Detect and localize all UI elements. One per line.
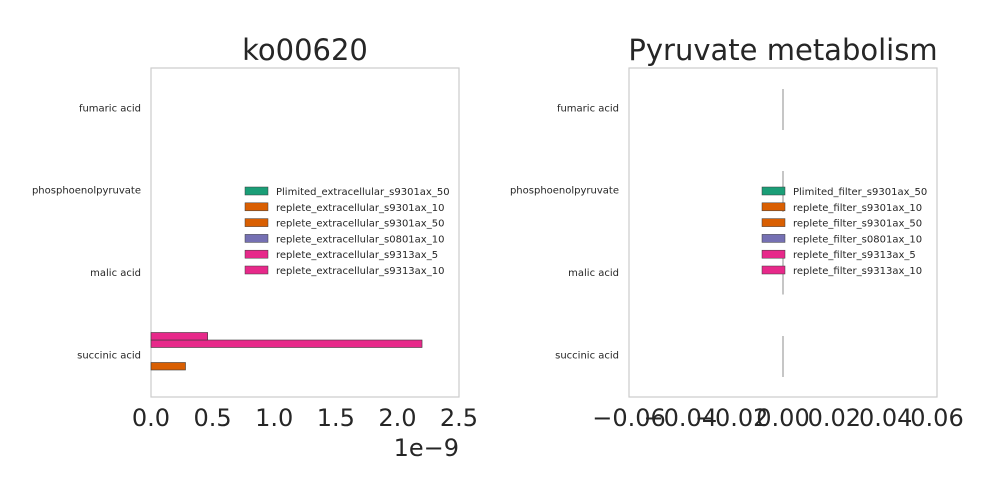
chart-left-frame	[150, 67, 460, 398]
x-tick-label: 2.5	[440, 404, 478, 432]
legend-label: Plimited_filter_s9301ax_50	[793, 187, 927, 198]
legend-swatch	[244, 202, 269, 212]
chart-left-title: ko00620	[242, 33, 368, 67]
legend-label: replete_extracellular_s9313ax_10	[276, 266, 444, 277]
x-tick-label: 0.00	[756, 404, 809, 432]
category-label: phosphoenolpyruvate	[510, 186, 619, 197]
legend-label: replete_filter_s9301ax_10	[793, 203, 922, 214]
x-tick-label: 0.06	[910, 404, 963, 432]
legend-swatch	[244, 265, 269, 275]
legend-swatch	[761, 265, 786, 275]
legend-label: replete_filter_s9313ax_10	[793, 266, 922, 277]
chart-left: ko00620 fumaric acid phosphoenolpyruvate m…	[32, 33, 478, 462]
legend-swatch	[761, 218, 786, 227]
category-label: phosphoenolpyruvate	[32, 186, 141, 197]
bar	[150, 339, 423, 348]
chart-right-title: Pyruvate metabolism	[628, 33, 937, 67]
x-tick-label: 0.04	[859, 404, 912, 432]
legend-label: replete_extracellular_s0801ax_10	[276, 234, 444, 245]
legend-swatch	[761, 186, 786, 196]
category-label: malic acid	[568, 268, 619, 279]
bar	[150, 332, 208, 341]
x-tick-label: −0.04	[644, 404, 718, 432]
legend-swatch	[761, 234, 786, 243]
x-tick-label: 1.5	[317, 404, 355, 432]
category-label: fumaric acid	[79, 104, 141, 115]
x-tick-label: −0.06	[592, 404, 666, 432]
category-label: malic acid	[90, 268, 141, 279]
x-tick-label: −0.02	[695, 404, 769, 432]
chart-left-offset-label: 1e−9	[394, 434, 459, 462]
x-tick-label: 0.0	[132, 404, 170, 432]
x-tick-label: 1.0	[255, 404, 293, 432]
legend-swatch	[761, 202, 786, 212]
x-tick-label: 0.5	[194, 404, 232, 432]
chart-right-frame	[628, 67, 938, 398]
legend-label: replete_extracellular_s9301ax_50	[276, 219, 444, 230]
chart-right: Pyruvate metabolism fumaric acid phosphoe…	[510, 33, 964, 432]
legend-swatch	[761, 249, 786, 259]
legend-swatch	[244, 218, 269, 227]
legend-label: replete_filter_s9313ax_5	[793, 250, 916, 261]
legend-swatch	[244, 249, 269, 259]
x-tick-label: 2.0	[378, 404, 416, 432]
legend-label: replete_filter_s9301ax_50	[793, 219, 922, 230]
category-label: succinic acid	[555, 351, 619, 362]
category-label: fumaric acid	[557, 104, 619, 115]
category-label: succinic acid	[77, 351, 141, 362]
x-tick-label: 0.02	[808, 404, 861, 432]
bar	[150, 362, 186, 371]
legend-swatch	[244, 234, 269, 243]
legend-label: replete_extracellular_s9301ax_10	[276, 203, 444, 214]
legend-swatch	[244, 186, 269, 196]
legend-label: replete_filter_s0801ax_10	[793, 234, 922, 245]
legend-label: Plimited_extracellular_s9301ax_50	[276, 187, 450, 198]
legend-label: replete_extracellular_s9313ax_5	[276, 250, 438, 261]
